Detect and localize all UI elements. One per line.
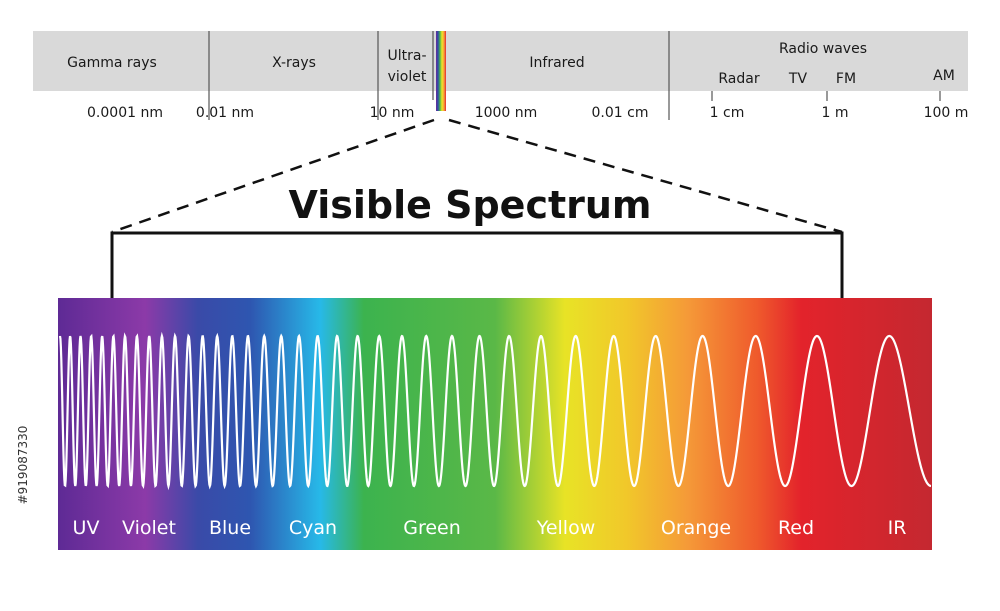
tick-0.0001nm: 0.0001 nm xyxy=(87,105,163,121)
visible-color-labels: UV Violet Blue Cyan Green Yellow Orange … xyxy=(73,517,907,539)
color-label-red: Red xyxy=(778,517,814,539)
radio-sub-radar: Radar xyxy=(718,71,759,87)
band-label-radio: Radio waves xyxy=(779,41,867,57)
band-label-gamma: Gamma rays xyxy=(67,55,157,71)
band-label-ultraviolet-line1: Ultra- xyxy=(387,48,426,64)
stock-id-text: #919087330 xyxy=(16,426,30,505)
wavelength-tick-labels: 0.0001 nm 0.01 nm 10 nm 1000 nm 0.01 cm … xyxy=(87,105,968,121)
band-label-ultraviolet-line2: violet xyxy=(388,69,427,85)
radio-sub-fm: FM xyxy=(836,71,856,87)
em-band-labels: Gamma rays X-rays Ultra- violet Infrared… xyxy=(67,41,955,87)
visible-light-strip xyxy=(436,31,446,111)
tick-10nm: 10 nm xyxy=(370,105,415,121)
tick-1m: 1 m xyxy=(822,105,849,121)
color-label-violet: Violet xyxy=(122,517,176,539)
tick-100m: 100 m xyxy=(924,105,969,121)
color-label-uv: UV xyxy=(73,517,100,539)
radio-sub-tv: TV xyxy=(788,71,808,87)
em-band-dividers xyxy=(208,31,670,120)
band-label-infrared: Infrared xyxy=(529,55,584,71)
em-band-background xyxy=(33,31,968,91)
color-label-green: Green xyxy=(403,517,461,539)
visible-spectrum-title: Visible Spectrum xyxy=(288,183,651,227)
radio-sub-am: AM xyxy=(933,68,955,84)
color-label-ir: IR xyxy=(888,517,907,539)
wavelength-tick-marks xyxy=(711,91,941,101)
tick-1cm: 1 cm xyxy=(710,105,745,121)
color-label-cyan: Cyan xyxy=(289,517,337,539)
band-label-xrays: X-rays xyxy=(272,55,316,71)
color-label-yellow: Yellow xyxy=(536,517,596,539)
zoom-dashed-lines xyxy=(111,118,843,234)
wavelength-wave xyxy=(58,331,932,491)
color-label-blue: Blue xyxy=(209,517,251,539)
color-label-orange: Orange xyxy=(661,517,731,539)
visible-bracket xyxy=(110,231,844,300)
tick-0.01nm: 0.01 nm xyxy=(196,105,254,121)
tick-1000nm: 1000 nm xyxy=(475,105,538,121)
tick-0.01cm: 0.01 cm xyxy=(592,105,649,121)
